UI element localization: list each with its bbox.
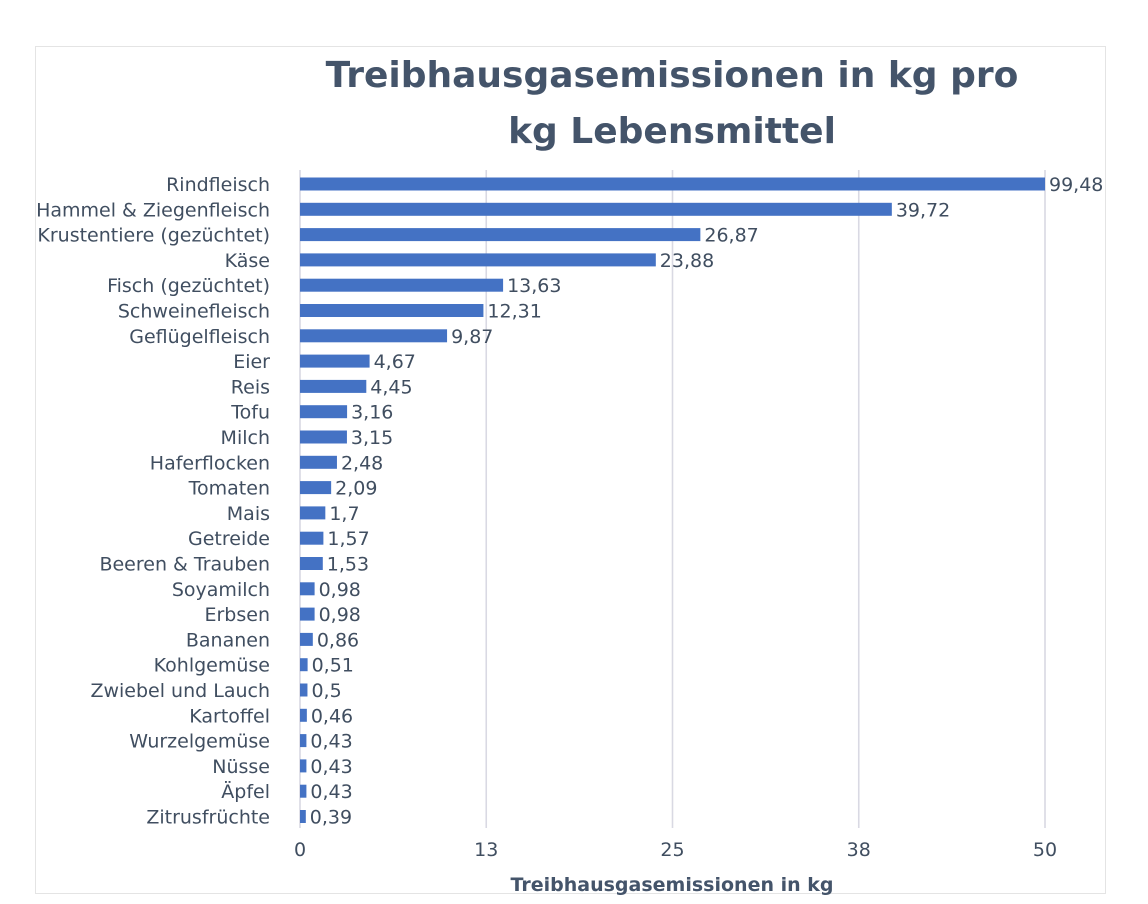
- data-label: 1,7: [329, 503, 359, 525]
- bar: [300, 531, 324, 545]
- bar: [300, 632, 313, 646]
- bar: [300, 405, 348, 419]
- bar: [300, 228, 701, 242]
- category-label: Milch: [221, 427, 270, 449]
- data-label: 1,57: [327, 528, 369, 550]
- category-label: Bananen: [186, 629, 270, 651]
- data-label: 0,86: [317, 629, 359, 651]
- bar: [300, 430, 347, 444]
- bar: [300, 253, 656, 267]
- data-label: 3,16: [351, 402, 393, 424]
- category-label: Hammel & Ziegenfleisch: [36, 199, 270, 221]
- data-label: 0,98: [319, 604, 361, 626]
- data-label: 39,72: [896, 199, 950, 221]
- bar: [300, 354, 370, 368]
- category-label: Eier: [233, 351, 270, 373]
- bar: [300, 708, 307, 722]
- category-label: Mais: [227, 503, 270, 525]
- x-tick-label: 13: [474, 839, 498, 861]
- bars: [300, 177, 1045, 823]
- category-label: Fisch (gezüchtet): [107, 275, 270, 297]
- category-label: Käse: [225, 250, 270, 272]
- chart-title: Treibhausgasemissionen in kg pro kg Lebe…: [325, 55, 1019, 152]
- category-label: Äpfel: [221, 780, 270, 803]
- x-axis-title: Treibhausgasemissionen in kg: [511, 874, 834, 896]
- data-label: 13,63: [507, 275, 561, 297]
- bar: [300, 810, 306, 823]
- x-tick-label: 0: [294, 839, 306, 861]
- category-labels: Rindfleisch Hammel & Ziegenfleisch Krusten…: [36, 174, 270, 829]
- data-label: 12,31: [487, 301, 541, 323]
- bar: [300, 481, 332, 495]
- data-label: 0,51: [312, 655, 354, 677]
- category-label: Getreide: [188, 528, 270, 550]
- bar: [300, 784, 307, 798]
- data-label: 3,15: [351, 427, 393, 449]
- category-label: Rindfleisch: [166, 174, 270, 196]
- category-label: Zwiebel und Lauch: [90, 680, 270, 702]
- bar: [300, 759, 307, 773]
- data-label: 99,48: [1049, 174, 1103, 196]
- bar: [300, 582, 315, 596]
- category-label: Tomaten: [188, 478, 270, 500]
- bar: [300, 202, 892, 216]
- data-label: 4,67: [374, 351, 416, 373]
- data-label: 0,39: [310, 807, 352, 829]
- bar: [300, 658, 308, 672]
- bar: [300, 734, 307, 748]
- data-label: 0,43: [310, 731, 352, 753]
- bar: [300, 557, 323, 570]
- data-label: 23,88: [660, 250, 714, 272]
- data-label: 0,46: [311, 705, 353, 727]
- category-label: Reis: [231, 376, 270, 398]
- category-label: Tofu: [230, 402, 270, 424]
- bar: [300, 607, 315, 621]
- category-label: Beeren & Trauben: [99, 554, 270, 576]
- value-labels: 99,48 39,72 26,87 23,88 13,63 12,31 9,87 4,67 4,…: [310, 174, 1104, 829]
- bar: [300, 455, 337, 469]
- bar: [300, 379, 367, 393]
- category-label: Wurzelgemüse: [129, 731, 270, 753]
- data-label: 2,09: [335, 478, 377, 500]
- data-label: 1,53: [327, 554, 369, 576]
- data-label: 0,98: [319, 579, 361, 601]
- data-label: 0,5: [311, 680, 341, 702]
- bar: [300, 329, 448, 343]
- data-label: 9,87: [451, 326, 493, 348]
- category-label: Geflügelfleisch: [129, 326, 270, 348]
- category-label: Erbsen: [204, 604, 270, 626]
- bar: [300, 177, 1045, 191]
- data-label: 0,43: [310, 756, 352, 778]
- bar: [300, 683, 308, 697]
- category-label: Zitrusfrüchte: [146, 807, 270, 829]
- bar: [300, 506, 326, 520]
- category-label: Nüsse: [212, 756, 270, 778]
- category-label: Soyamilch: [172, 579, 270, 601]
- x-tick-label: 38: [847, 839, 871, 861]
- category-label: Haferflocken: [150, 452, 270, 474]
- bar: [300, 278, 504, 292]
- category-label: Kartoffel: [189, 705, 270, 727]
- data-label: 26,87: [704, 225, 758, 247]
- data-label: 2,48: [341, 452, 383, 474]
- category-label: Kohlgemüse: [154, 655, 270, 677]
- data-label: 0,43: [310, 781, 352, 803]
- category-label: Krustentiere (gezüchtet): [37, 225, 270, 247]
- x-tick-label: 50: [1033, 839, 1057, 861]
- category-label: Schweinefleisch: [118, 301, 270, 323]
- bar: [300, 304, 484, 317]
- data-label: 4,45: [370, 376, 412, 398]
- x-axis-ticks: 0 13 25 38 50: [294, 839, 1057, 861]
- x-tick-label: 25: [660, 839, 684, 861]
